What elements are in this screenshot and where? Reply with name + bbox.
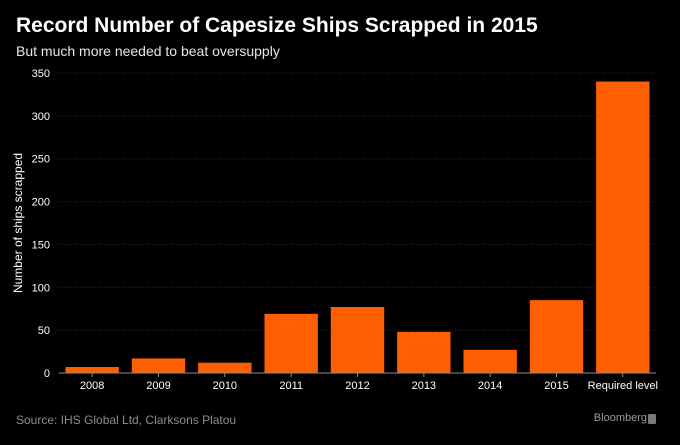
chart-title: Record Number of Capesize Ships Scrapped…: [16, 14, 538, 37]
y-tick-label: 50: [38, 325, 50, 337]
x-tick-label: 2013: [412, 380, 436, 392]
x-tick-label: 2008: [80, 380, 104, 392]
bar: [65, 367, 119, 373]
source-note: Source: IHS Global Ltd, Clarksons Platou: [16, 413, 237, 427]
x-tick-label: 2015: [544, 380, 568, 392]
x-tick-label: 2011: [279, 380, 303, 392]
y-tick-label: 150: [32, 239, 50, 251]
bars: [65, 81, 650, 374]
x-axis-ticks: 2008 2009 2010 2011 2012 2013 2014 2015 Required…: [80, 373, 658, 392]
y-axis-label: Number of ships scrapped: [11, 153, 25, 293]
bar: [264, 313, 318, 373]
x-tick-label: 2010: [213, 380, 237, 392]
y-tick-label: 250: [32, 154, 50, 166]
bar: [330, 307, 385, 373]
y-tick-label: 200: [32, 197, 50, 209]
bar: [463, 349, 517, 373]
y-tick-label: 350: [32, 68, 50, 80]
x-tick-label: 2014: [478, 380, 502, 392]
bar: [596, 81, 650, 374]
bar: [397, 331, 451, 373]
x-tick-label: 2009: [146, 380, 170, 392]
bar: [131, 358, 186, 373]
bar: [529, 300, 584, 373]
y-tick-label: 300: [32, 111, 50, 123]
y-tick-label: 0: [44, 368, 50, 380]
y-axis-ticks: 0 50 100 150 200 250 300 350: [32, 68, 50, 380]
x-tick-label: Required level: [588, 380, 658, 392]
chart-subtitle: But much more needed to beat oversupply: [16, 43, 280, 59]
grid-lines: [59, 72, 656, 331]
brand-label: Bloomberg: [593, 412, 647, 424]
bloomberg-logo-icon: [648, 414, 656, 424]
bar: [198, 362, 252, 373]
x-tick-label: 2012: [345, 380, 369, 392]
y-tick-label: 100: [32, 282, 50, 294]
